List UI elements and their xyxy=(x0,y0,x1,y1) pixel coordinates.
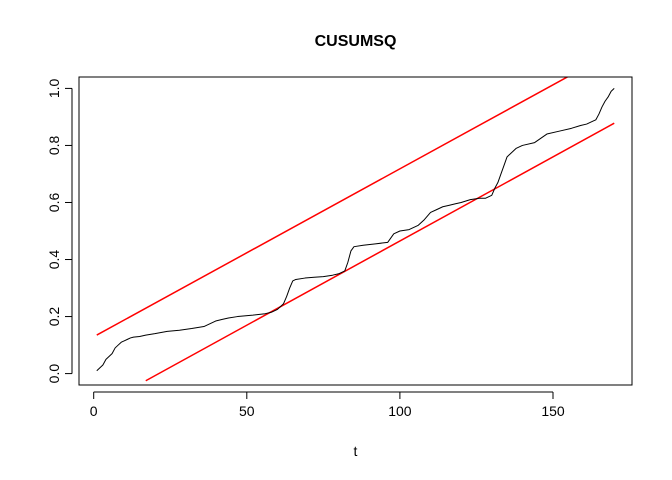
y-tick-label: 0.0 xyxy=(46,364,62,384)
chart-title: CUSUMSQ xyxy=(315,33,397,50)
x-tick-label: 0 xyxy=(90,403,98,419)
plot-layer xyxy=(96,77,615,382)
y-tick-label: 0.2 xyxy=(46,307,62,327)
y-tick-label: 1.0 xyxy=(46,78,62,98)
x-axis: 0 50 100 150 xyxy=(90,391,565,419)
plot-frame xyxy=(78,76,633,386)
x-axis-label: t xyxy=(354,443,358,459)
lower-bound-line xyxy=(145,122,615,382)
x-tick-label: 50 xyxy=(239,403,255,419)
y-tick-label: 0.8 xyxy=(46,136,62,156)
y-tick-label: 0.6 xyxy=(46,193,62,213)
y-tick-label: 0.4 xyxy=(46,250,62,270)
upper-bound-line xyxy=(96,77,569,336)
x-tick-label: 100 xyxy=(388,403,412,419)
x-tick-label: 150 xyxy=(541,403,565,419)
cusumsq-series-line xyxy=(96,88,615,372)
y-axis: 0.0 0.2 0.4 0.6 0.8 1.0 xyxy=(46,78,73,384)
